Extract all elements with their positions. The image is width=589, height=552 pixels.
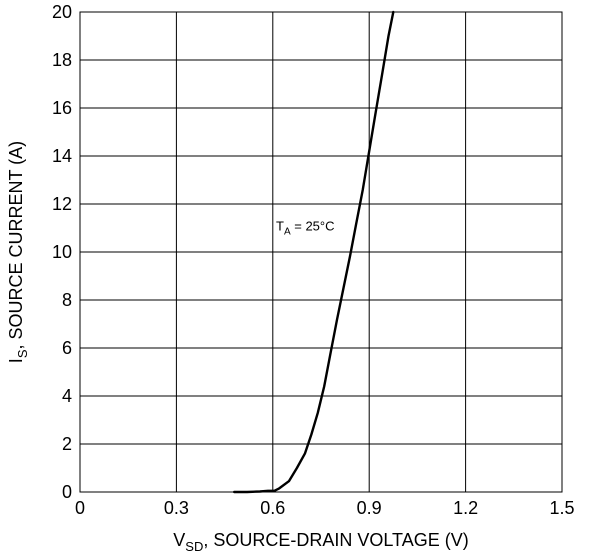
- y-tick-label: 14: [52, 146, 72, 166]
- horizontal-gridlines: [80, 59, 562, 445]
- temperature-annotation: TA = 25°C: [276, 218, 335, 237]
- y-tick-label: 2: [62, 434, 72, 454]
- x-tick-label: 1.5: [549, 498, 574, 518]
- x-tick-label: 0.9: [357, 498, 382, 518]
- y-tick-labels: 0 2 4 6 8 10 12 14 16 18 20: [52, 2, 72, 502]
- x-tick-label: 0: [75, 498, 85, 518]
- y-tick-label: 8: [62, 290, 72, 310]
- y-tick-label: 12: [52, 194, 72, 214]
- y-tick-label: 10: [52, 242, 72, 262]
- y-axis-label: IS, SOURCE CURRENT (A): [6, 141, 30, 363]
- x-axis-label: VSD, SOURCE-DRAIN VOLTAGE (V): [173, 530, 468, 552]
- y-tick-label: 4: [62, 386, 72, 406]
- x-tick-label: 1.2: [453, 498, 478, 518]
- y-tick-label: 18: [52, 50, 72, 70]
- y-tick-label: 6: [62, 338, 72, 358]
- y-tick-label: 0: [62, 482, 72, 502]
- x-tick-label: 0.3: [164, 498, 189, 518]
- x-tick-labels: 0 0.3 0.6 0.9 1.2 1.5: [75, 498, 575, 518]
- plot-area: [79, 10, 563, 494]
- x-tick-label: 0.6: [260, 498, 285, 518]
- y-tick-label: 20: [52, 2, 72, 22]
- series-line: [233, 10, 395, 494]
- y-tick-label: 16: [52, 98, 72, 118]
